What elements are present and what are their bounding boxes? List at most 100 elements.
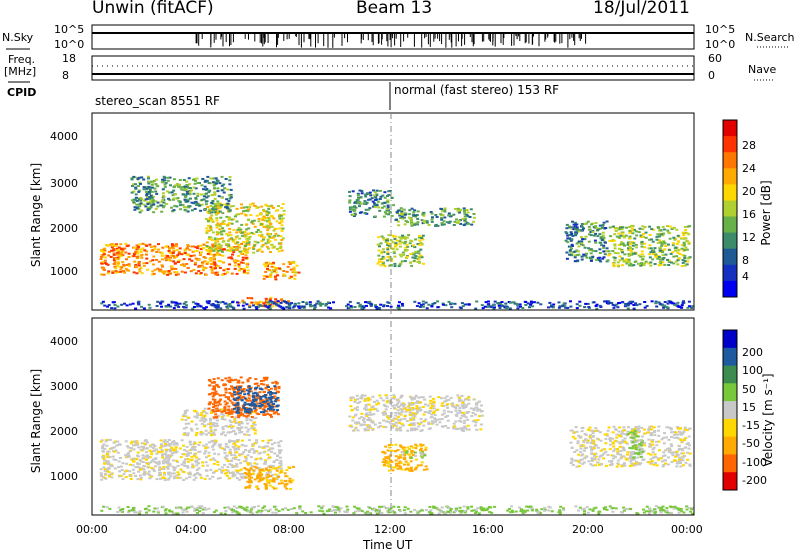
velocity-cell bbox=[263, 406, 267, 409]
power-cell bbox=[233, 238, 237, 241]
power-cell bbox=[212, 187, 216, 190]
velocity-cell bbox=[239, 412, 243, 414]
velocity-cell bbox=[147, 470, 151, 473]
power-cell bbox=[371, 200, 375, 203]
velocity-cell bbox=[248, 411, 252, 414]
power-cell bbox=[583, 238, 587, 241]
velocity-cell bbox=[257, 467, 261, 470]
power-cell bbox=[137, 245, 141, 248]
power-cell bbox=[569, 231, 573, 234]
velocity-cell bbox=[258, 471, 262, 474]
power-cell bbox=[651, 258, 655, 261]
power-cell bbox=[638, 263, 641, 266]
power-cell bbox=[214, 203, 217, 205]
power-cell bbox=[140, 209, 144, 212]
velocity-cell bbox=[250, 476, 253, 479]
velocity-cell bbox=[403, 415, 407, 418]
power-cell bbox=[583, 223, 587, 226]
velocity-cell bbox=[182, 413, 186, 416]
velocity-cell bbox=[233, 448, 237, 451]
velocity-cell bbox=[255, 394, 259, 397]
power-cell bbox=[145, 186, 149, 189]
velocity-cell bbox=[478, 415, 482, 418]
power-cell bbox=[242, 250, 246, 253]
velocity-cell bbox=[235, 463, 239, 466]
velocity-cell bbox=[429, 410, 433, 413]
power-cell bbox=[137, 176, 141, 179]
power-cell bbox=[235, 235, 239, 238]
power-cell bbox=[220, 204, 224, 207]
power-cell bbox=[236, 301, 239, 304]
power-cell bbox=[266, 265, 270, 268]
power-cell bbox=[261, 219, 265, 221]
velocity-cell bbox=[212, 378, 216, 381]
power-cell bbox=[402, 253, 405, 256]
power-cell bbox=[254, 306, 258, 308]
power-cell bbox=[372, 189, 375, 192]
power-cell bbox=[142, 186, 146, 189]
velocity-cell bbox=[403, 456, 407, 459]
velocity-cell bbox=[420, 456, 424, 459]
velocity-cell bbox=[240, 408, 244, 411]
power-cell bbox=[516, 307, 520, 310]
velocity-cbar-tick: 200 bbox=[742, 346, 763, 359]
velocity-cell bbox=[406, 462, 410, 465]
power-cell bbox=[589, 248, 593, 251]
velocity-cell bbox=[117, 475, 121, 478]
velocity-cell bbox=[432, 412, 435, 414]
velocity-cell bbox=[459, 411, 463, 414]
power-cell bbox=[241, 261, 245, 264]
velocity-cell bbox=[258, 405, 262, 407]
power-cell bbox=[210, 218, 214, 220]
velocity-cell bbox=[263, 483, 267, 485]
velocity-cell bbox=[387, 457, 391, 460]
power-cell bbox=[151, 259, 155, 262]
power-cell bbox=[382, 215, 386, 218]
velocity-cell bbox=[110, 447, 113, 450]
power-cell bbox=[200, 265, 204, 268]
velocity-cell bbox=[272, 480, 276, 483]
velocity-cell bbox=[234, 402, 238, 405]
power-cell bbox=[421, 238, 425, 241]
power-cell bbox=[615, 303, 619, 306]
velocity-cell bbox=[363, 399, 367, 402]
power-cell bbox=[550, 305, 553, 308]
power-cell bbox=[285, 270, 289, 273]
power-cell bbox=[416, 210, 420, 213]
velocity-cell bbox=[247, 394, 251, 397]
velocity-cell bbox=[403, 452, 406, 455]
power-cbar-tick: 4 bbox=[742, 270, 749, 283]
velocity-cell bbox=[616, 448, 619, 450]
power-cell bbox=[214, 207, 218, 210]
velocity-cell bbox=[216, 404, 219, 407]
power-cell bbox=[682, 236, 686, 239]
power-cell bbox=[244, 214, 248, 217]
power-cell bbox=[308, 301, 312, 304]
velocity-cell bbox=[172, 469, 176, 472]
power-cell bbox=[640, 250, 644, 253]
power-cell bbox=[156, 205, 160, 208]
velocity-cell bbox=[378, 394, 382, 397]
power-cell bbox=[245, 263, 249, 266]
power-cell bbox=[286, 300, 290, 303]
velocity-cell bbox=[211, 409, 215, 412]
velocity-cell bbox=[464, 416, 468, 419]
power-cell bbox=[205, 180, 209, 183]
power-cell bbox=[203, 307, 207, 310]
power-cell bbox=[123, 247, 127, 250]
velocity-cell bbox=[408, 414, 412, 416]
velocity-cell bbox=[100, 475, 103, 478]
power-cell bbox=[185, 247, 189, 250]
velocity-cell bbox=[426, 404, 430, 407]
power-cell bbox=[172, 260, 176, 263]
power-cell bbox=[206, 195, 210, 198]
power-cell bbox=[232, 306, 235, 309]
power-cell bbox=[497, 304, 501, 307]
power-cell bbox=[174, 267, 178, 270]
velocity-cell bbox=[377, 426, 380, 429]
velocity-cell bbox=[249, 467, 253, 470]
power-cell bbox=[601, 257, 605, 260]
power-cell bbox=[206, 175, 210, 178]
velocity-cell bbox=[246, 392, 250, 395]
